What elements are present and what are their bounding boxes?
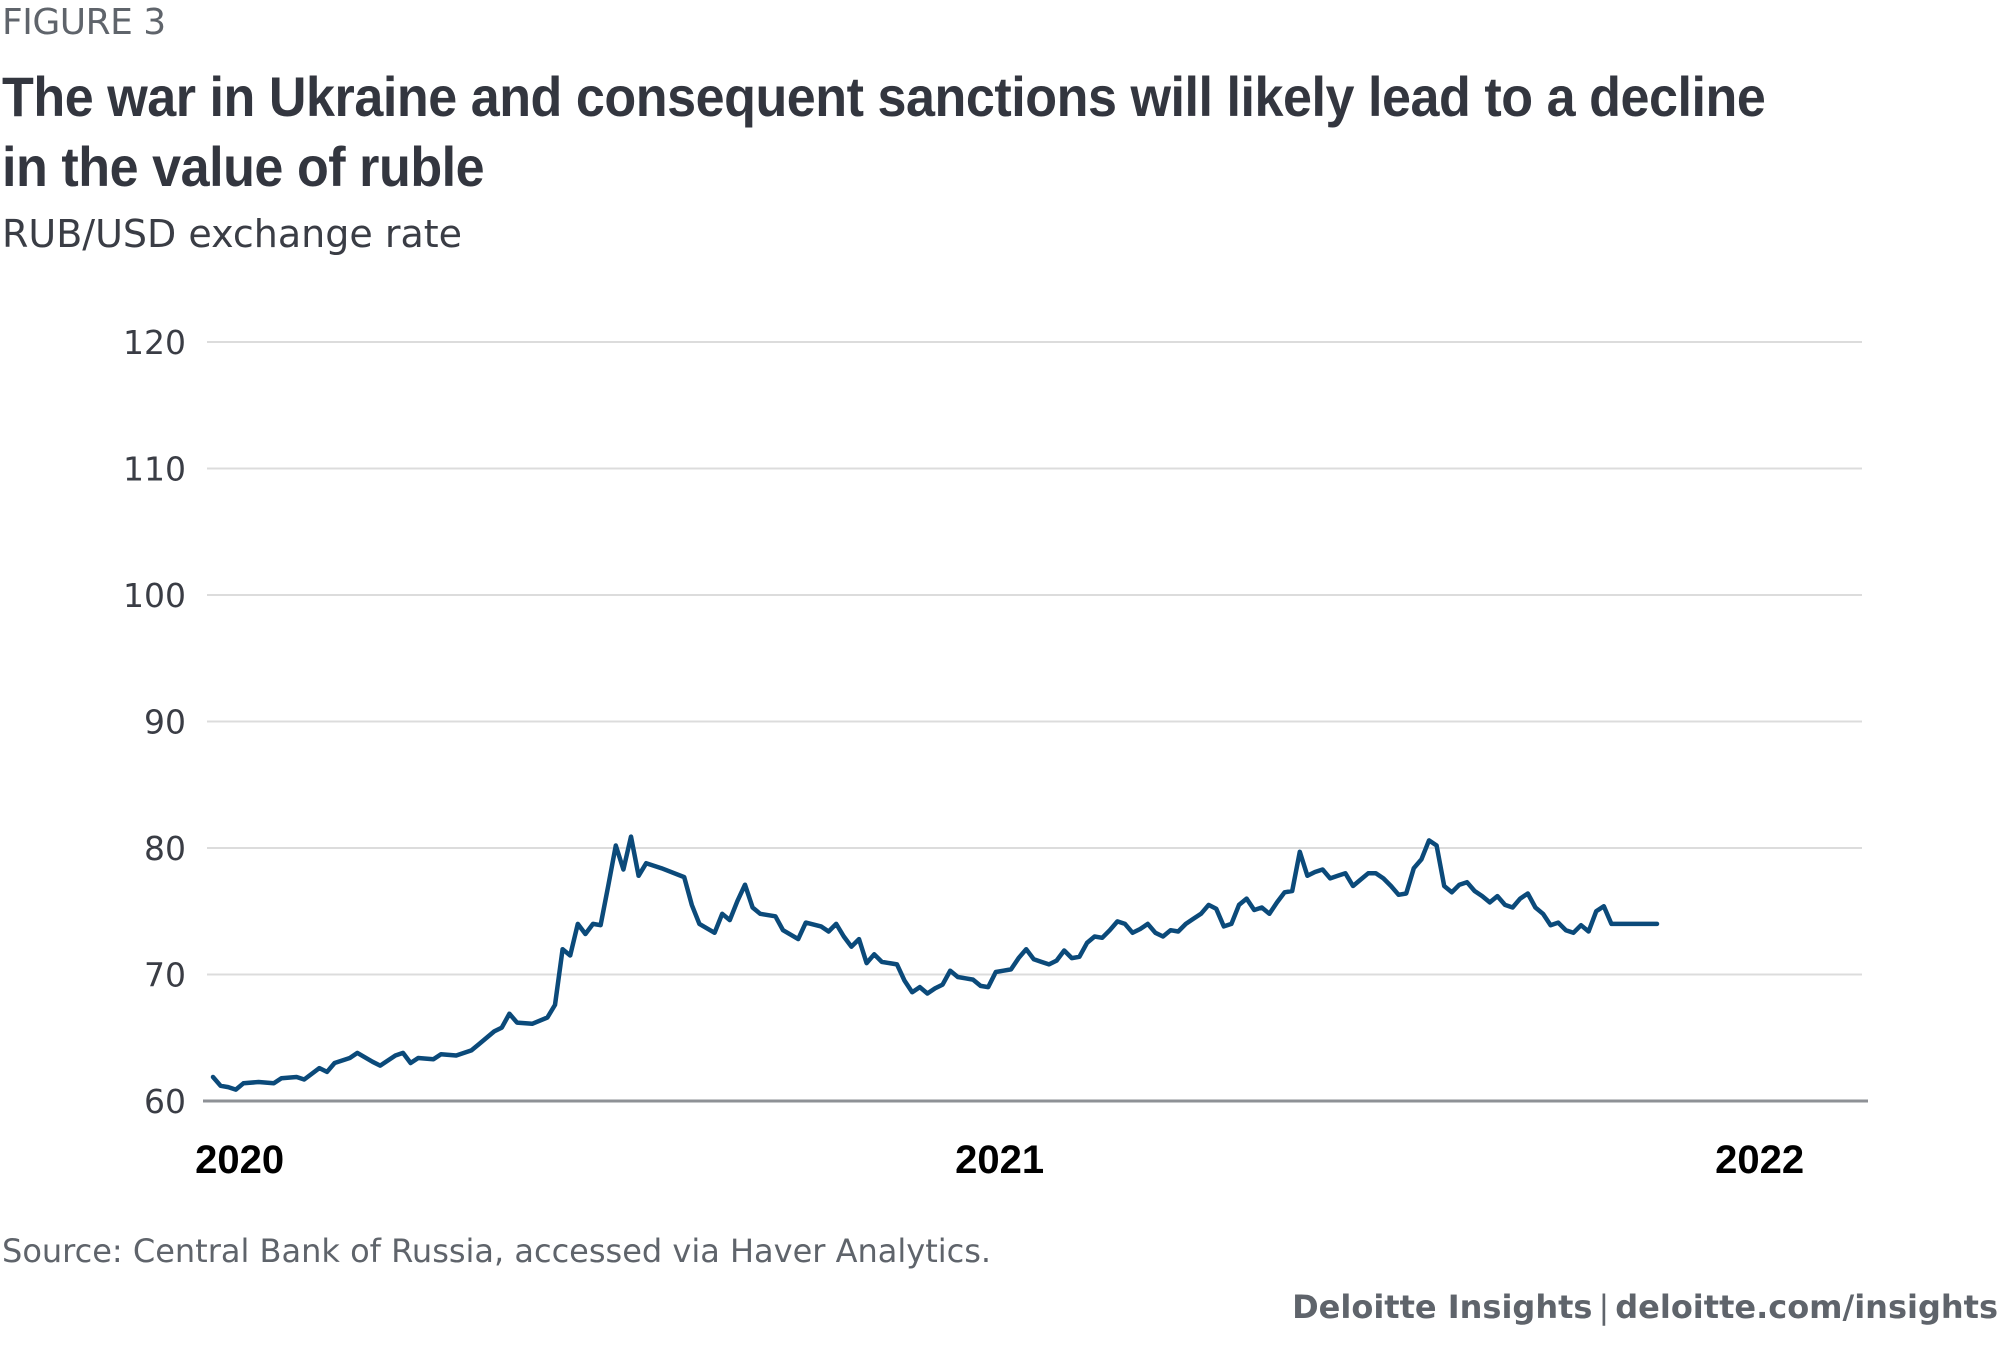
gridlines xyxy=(207,341,1862,976)
chart-subtitle: RUB/USD exchange rate xyxy=(2,212,463,256)
x-tick-label-2022: 2022 xyxy=(1715,1138,1804,1182)
y-tick-label: 70 xyxy=(144,956,186,995)
chart-title: The war in Ukraine and consequent sancti… xyxy=(2,65,1766,198)
brand-url[interactable]: deloitte.com/insights xyxy=(1615,1288,1998,1326)
y-tick-label: 80 xyxy=(144,829,186,868)
figure-label: FIGURE 3 xyxy=(2,2,166,43)
x-tick-label-2020: 2020 xyxy=(195,1138,284,1182)
y-axis-ticks: 60 70 80 90 100 110 120 xyxy=(123,323,186,1121)
brand-separator: | xyxy=(1598,1288,1610,1326)
series-line-rub-usd xyxy=(210,834,1660,1092)
y-tick-label: 90 xyxy=(144,703,186,742)
y-tick-label: 60 xyxy=(144,1082,186,1121)
source-note: Source: Central Bank of Russia, accessed… xyxy=(2,1232,992,1270)
brand-name: Deloitte Insights xyxy=(1292,1288,1593,1326)
y-tick-label: 110 xyxy=(123,450,186,489)
x-axis-ticks: 2020 2021 2022 xyxy=(195,1138,1804,1182)
brand-footer: Deloitte Insights | deloitte.com/insights xyxy=(1292,1288,1998,1326)
y-tick-label: 120 xyxy=(123,323,186,362)
y-tick-label: 100 xyxy=(123,576,186,615)
x-tick-label-2021: 2021 xyxy=(955,1138,1044,1182)
